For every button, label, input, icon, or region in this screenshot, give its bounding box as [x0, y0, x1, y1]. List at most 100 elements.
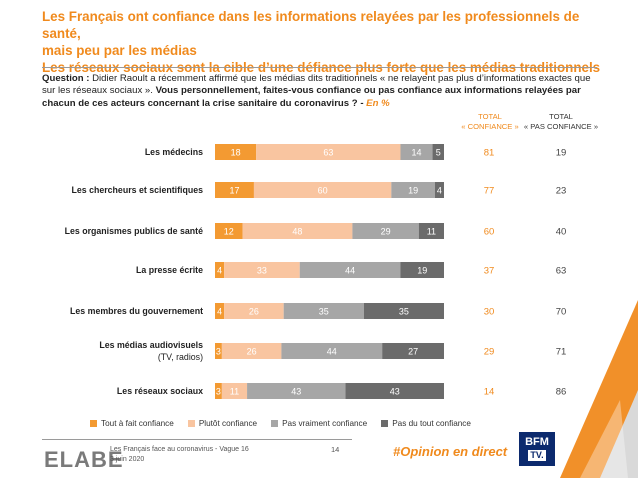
bar-value-label: 26 [247, 347, 257, 357]
bar-value-label: 29 [381, 227, 391, 237]
bar-segment [221, 383, 248, 399]
bar-value-label: 44 [345, 266, 355, 276]
footer-divider [42, 439, 352, 440]
bar-segment [382, 343, 444, 359]
bar-segment [256, 144, 401, 160]
category-label-line: (TV, radios) [158, 352, 203, 362]
legend-item-plutot: Plutôt confiance [187, 419, 258, 428]
total-pas-confiance-value: 40 [556, 227, 567, 238]
bar-segment [299, 262, 401, 278]
elabe-logo: ELABE [44, 447, 124, 473]
bar-value-label: 14 [412, 148, 422, 158]
category-label: Les chercheurs et scientifiques [71, 185, 203, 195]
category-label-line: Les médias audiovisuels [99, 340, 203, 350]
total-confiance-header: TOTAL « CONFIANCE » [454, 112, 526, 132]
bar-segment [242, 223, 353, 239]
bar-value-label: 4 [217, 266, 222, 276]
bar-value-label: 60 [318, 186, 328, 196]
total-confiance-value: 77 [484, 186, 495, 197]
chart-legend: Tout à fait confiance Plutôt confiance P… [90, 419, 471, 428]
total-pas-confiance-header: TOTAL « PAS CONFIANCE » [520, 112, 602, 132]
bar-segment [215, 262, 225, 278]
question-text: Question : Didier Raoult a récemment aff… [42, 73, 602, 110]
bar-segment [215, 223, 243, 239]
bar-segment [432, 144, 444, 160]
bar-value-label: 43 [291, 387, 301, 397]
page-number: 14 [331, 445, 340, 454]
bar-value-label: 12 [224, 227, 234, 237]
bar-value-label: 18 [231, 148, 241, 158]
bar-segment [345, 383, 444, 399]
bar-segment [215, 383, 222, 399]
bfmtv-logo: BFM TV. [519, 432, 555, 466]
bar-segment [215, 144, 257, 160]
bar-segment [400, 262, 444, 278]
total-pas-confiance-value: 86 [556, 387, 567, 398]
bar-value-label: 43 [390, 387, 400, 397]
category-label: Les organismes publics de santé [65, 226, 203, 236]
category-label: La presse écrite [136, 265, 203, 275]
footer-source: Les Français face au coronavirus - Vague… [110, 445, 249, 465]
title-line-2: mais peu par les médias [42, 43, 197, 58]
bar-value-label: 63 [323, 148, 333, 158]
total-pas-confiance-header-line1: TOTAL [549, 112, 573, 121]
bar-segment [224, 303, 284, 319]
bar-segment [215, 343, 222, 359]
bar-value-label: 19 [408, 186, 418, 196]
total-pas-confiance-header-line2: « PAS CONFIANCE » [523, 122, 599, 131]
bar-value-label: 27 [408, 347, 418, 357]
bar-value-label: 5 [436, 148, 441, 158]
total-pas-confiance-value: 19 [556, 148, 567, 159]
total-pas-confiance-value: 23 [556, 186, 567, 197]
legend-label: Pas du tout confiance [392, 419, 471, 428]
title-divider [42, 67, 597, 68]
legend-label: Pas vraiment confiance [282, 419, 368, 428]
bar-value-label: 35 [319, 307, 329, 317]
bar-value-label: 44 [327, 347, 337, 357]
total-confiance-value: 60 [484, 227, 495, 238]
bar-segment [434, 182, 444, 198]
category-label: Les réseaux sociaux [117, 386, 203, 396]
bar-segment [283, 303, 364, 319]
bar-segment [253, 182, 392, 198]
bar-value-label: 19 [417, 266, 427, 276]
total-confiance-value: 29 [484, 347, 495, 358]
bar-segment [391, 182, 435, 198]
footer-source-line2: 3 juin 2020 [110, 456, 145, 463]
category-label: Les médecins [145, 147, 203, 157]
bar-value-label: 11 [427, 227, 436, 237]
total-pas-confiance-value: 71 [556, 347, 567, 358]
tv-text: TV. [528, 450, 546, 461]
bar-segment [224, 262, 300, 278]
legend-swatch [381, 420, 389, 427]
category-label: Les médias audiovisuels (TV, radios) [99, 340, 203, 362]
legend-label: Plutôt confiance [198, 419, 258, 428]
hashtag: #Opinion en direct [393, 444, 508, 459]
bfm-text: BFM [525, 436, 549, 448]
bar-value-label: 4 [217, 307, 222, 317]
bar-value-label: 3 [216, 387, 221, 397]
question-unit: En % [363, 97, 390, 109]
total-confiance-value: 37 [484, 266, 495, 277]
bar-segment [400, 144, 433, 160]
total-confiance-value: 30 [484, 307, 495, 318]
bar-value-label: 4 [437, 186, 442, 196]
bar-value-label: 35 [399, 307, 409, 317]
total-pas-confiance-value: 63 [556, 266, 567, 277]
legend-item-pas-vraiment: Pas vraiment confiance [271, 419, 367, 428]
legend-item-pas-du-tout: Pas du tout confiance [381, 419, 471, 428]
bar-value-label: 33 [257, 266, 267, 276]
legend-swatch [271, 420, 279, 427]
legend-item-tout-a-fait: Tout à fait confiance [90, 419, 174, 428]
bar-value-label: 3 [216, 347, 221, 357]
bar-segment [221, 343, 282, 359]
bar-value-label: 48 [292, 227, 302, 237]
total-confiance-header-line1: TOTAL [478, 112, 502, 121]
legend-swatch [90, 420, 97, 427]
question-part-2: Vous personnellement, faites-vous confia… [42, 85, 581, 109]
total-confiance-value: 14 [484, 387, 495, 398]
bar-segment [352, 223, 419, 239]
bar-segment [363, 303, 444, 319]
